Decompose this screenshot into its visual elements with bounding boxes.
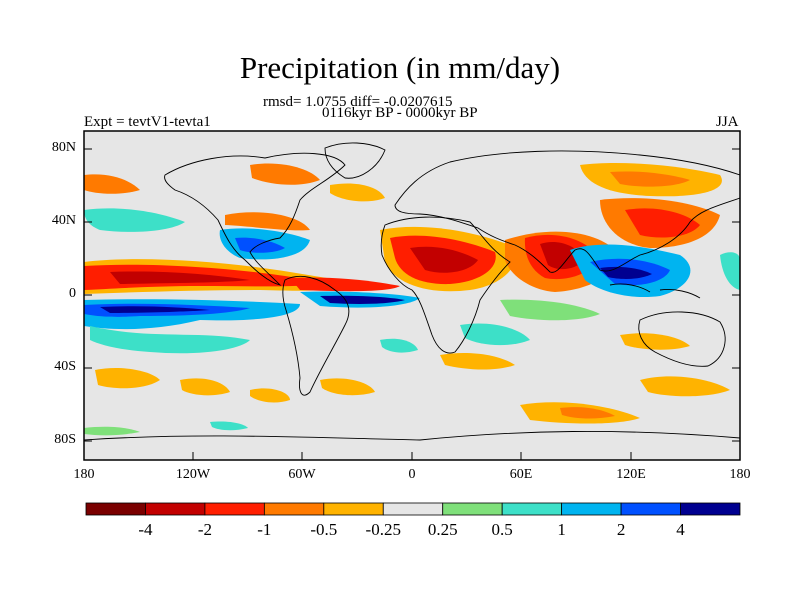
colorbar-label: -0.5 [310, 520, 338, 539]
anomaly-region [250, 388, 290, 403]
colorbar-swatch [323, 502, 384, 516]
anomaly-region [250, 163, 320, 185]
colorbar-label: 1 [557, 520, 566, 539]
lat-label-40n: 40N [51, 213, 76, 228]
colorbar-swatch [680, 502, 741, 516]
continent-outlines [84, 142, 740, 441]
colorbar-label: 2 [616, 520, 626, 539]
anomaly-region [84, 426, 140, 436]
lon-label-120w: 120W [175, 467, 211, 482]
colorbar-swatch [382, 502, 444, 516]
lat-label-80s: 80S [54, 432, 76, 447]
colorbar-swatch [263, 502, 325, 516]
south-america-outline [282, 276, 350, 396]
colorbar-swatch [85, 502, 146, 516]
season-label: JJA [716, 114, 739, 130]
colorbar-swatch [620, 502, 681, 516]
experiment-label: Expt = tevtV1-tevta1 [84, 114, 211, 130]
anomaly-region [84, 208, 185, 232]
lon-label-180e: 180 [729, 467, 751, 482]
anomaly-region [540, 241, 585, 270]
anomaly-region [410, 246, 478, 273]
stats-line: rmsd= 1.0755 diff= -0.0207615 [263, 94, 453, 110]
colorbar [85, 502, 741, 516]
axis-ticks [83, 148, 741, 460]
map-title: Precipitation (in mm/day) [239, 50, 561, 85]
lon-label-0: 0 [408, 467, 416, 482]
anomaly-region [100, 306, 210, 313]
lat-label-40s: 40S [54, 359, 76, 374]
colorbar-label: -2 [197, 520, 212, 539]
colorbar-label: -1 [257, 520, 272, 539]
anomaly-region [84, 174, 140, 194]
anomaly-region [95, 368, 160, 389]
greenland-outline [324, 142, 386, 179]
anomaly-region [290, 277, 400, 292]
colorbar-swatch [145, 502, 206, 516]
colorbar-swatch [204, 502, 265, 516]
period-label: 0116kyr BP - 0000kyr BP [322, 105, 478, 121]
colorbar-label: -0.25 [365, 520, 401, 539]
anomaly-region [620, 333, 690, 350]
lat-label-0: 0 [69, 286, 76, 301]
anomaly-region [460, 323, 530, 346]
africa-outline [380, 216, 511, 354]
colorbar-swatch [501, 502, 563, 516]
eurasia-outline [394, 150, 740, 273]
colorbar-label: 0.25 [427, 520, 458, 539]
anomaly-region [320, 378, 375, 396]
colorbar-label: 4 [676, 520, 685, 539]
anomaly-region [500, 299, 600, 321]
anomaly-region [210, 421, 248, 431]
lat-label-80n: 80N [51, 140, 76, 155]
anomaly-region [90, 326, 250, 354]
anomaly-region [625, 208, 700, 238]
north-america-outline [164, 152, 346, 286]
anomaly-region [640, 376, 730, 397]
colorbar-swatch [561, 502, 622, 516]
anomaly-region [330, 183, 385, 202]
colorbar-label: -4 [138, 520, 153, 539]
colorbar-label: 0.5 [491, 520, 513, 539]
anomaly-region [320, 295, 405, 304]
indonesia-outline [609, 283, 701, 299]
anomaly-region [180, 378, 230, 396]
anomaly-region [440, 353, 515, 370]
anomaly-region [610, 171, 690, 187]
anomaly-region [720, 252, 740, 290]
lon-label-120e: 120E [616, 467, 646, 482]
anomaly-region [110, 271, 250, 284]
lon-label-180w: 180 [73, 467, 95, 482]
anomaly-region [235, 237, 285, 253]
colorbar-swatch [442, 502, 503, 516]
australia-outline [638, 311, 726, 367]
anomaly-region [380, 338, 418, 353]
lon-label-60e: 60E [509, 467, 533, 482]
anomaly-region [560, 407, 615, 419]
antarctica-outline [84, 430, 740, 441]
lon-label-60w: 60W [288, 467, 316, 482]
